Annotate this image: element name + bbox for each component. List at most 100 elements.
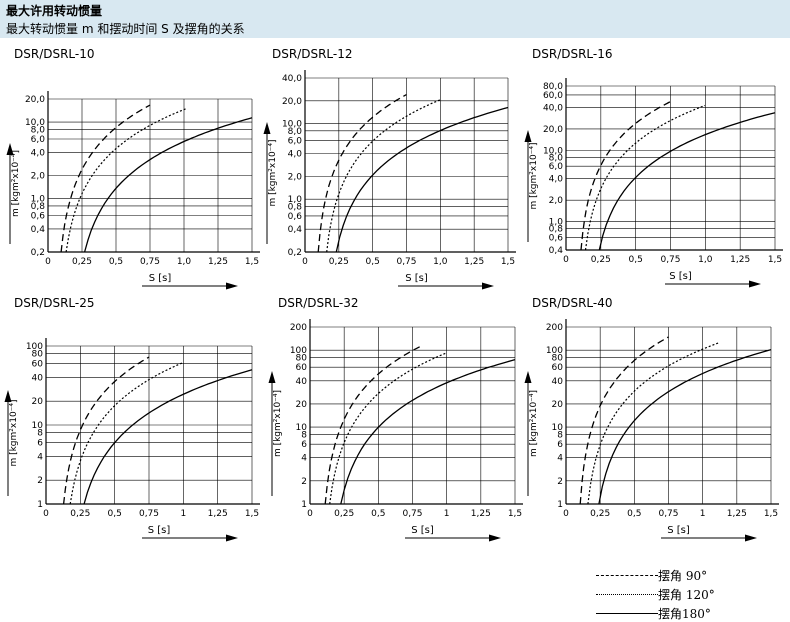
x-tick-label: 1,0 (698, 255, 713, 265)
chart-0: DSR/DSRL-10 0 0,25 0,5 0,75 1,0 1,25 1,5 0,2 0,4 0… (6, 47, 260, 290)
y-tick-label: 10,0 (282, 120, 302, 130)
y-tick-label: 0,2 (31, 248, 45, 258)
y-tick-label: 60 (296, 363, 308, 373)
x-tick-label: 1,5 (508, 509, 522, 519)
y-tick-label: 0,8 (31, 202, 46, 212)
x-tick-label: 0,5 (627, 509, 641, 519)
x-tick-label: 0,25 (329, 257, 349, 267)
y-tick-label: 40 (296, 377, 308, 387)
x-tick-label: 0,75 (140, 257, 160, 267)
x-tick-label: 0 (563, 509, 569, 519)
series-line-dashed (579, 336, 669, 505)
legend-label: 摆角 90° (658, 569, 708, 583)
y-tick-label: 10 (32, 421, 44, 431)
y-tick-label: 2,0 (549, 196, 564, 206)
x-tick-label: 0,75 (396, 257, 416, 267)
y-tick-label: 100 (26, 342, 43, 352)
legend-label: 摆角 120° (658, 588, 715, 602)
x-tick-label: 1,25 (208, 509, 228, 519)
series-line-solid (340, 358, 516, 505)
y-tick-label: 80 (32, 350, 44, 360)
y-tick-label: 2,0 (288, 172, 303, 182)
y-tick-label: 8 (37, 429, 43, 439)
y-tick-label: 0,4 (549, 246, 564, 256)
x-tick-label: 1,25 (471, 509, 491, 519)
x-tick-label: 1 (700, 509, 706, 519)
y-tick-label: 0,8 (549, 225, 564, 235)
y-tick-label: 10,0 (543, 146, 563, 156)
legend-swatch-dashed (596, 575, 658, 576)
y-tick-label: 0,4 (31, 225, 46, 235)
series-line-dashed (317, 94, 407, 253)
x-axis-label: S [s] (669, 271, 692, 282)
x-tick-label: 1,25 (208, 257, 228, 267)
x-tick-label: 0 (563, 255, 569, 265)
y-tick-label: 1 (557, 500, 563, 510)
x-tick-label: 0,75 (660, 255, 680, 265)
y-tick-label: 8 (557, 431, 563, 441)
x-tick-label: 0,75 (658, 509, 678, 519)
series-line-solid (83, 117, 253, 253)
x-tick-label: 1 (180, 509, 186, 519)
y-tick-label: 6 (557, 440, 563, 450)
series-line-dashed (62, 356, 150, 505)
y-tick-label: 20,0 (25, 95, 45, 105)
y-tick-label: 6,0 (288, 136, 303, 146)
series-line-dotted (65, 107, 187, 253)
x-tick-label: 0,5 (108, 509, 122, 519)
y-axis-arrow-head (268, 371, 276, 383)
x-tick-label: 0,25 (334, 509, 354, 519)
y-tick-label: 4,0 (288, 150, 303, 160)
x-axis-label: S [s] (405, 273, 428, 284)
y-tick-label: 1,0 (288, 195, 303, 205)
x-axis-arrow-head (489, 534, 501, 542)
y-axis-arrow-head (524, 130, 532, 142)
y-tick-label: 1,0 (549, 218, 564, 228)
legend-item-120: 摆角 120° (596, 586, 786, 602)
x-tick-label: 1 (444, 509, 450, 519)
chart-title: DSR/DSRL-32 (278, 296, 359, 310)
y-tick-label: 8 (301, 431, 307, 441)
y-tick-label: 20,0 (543, 125, 563, 135)
x-tick-label: 0 (307, 509, 313, 519)
chart-title: DSR/DSRL-10 (14, 47, 95, 61)
y-tick-label: 20 (552, 400, 564, 410)
y-axis-label: m [kgm²x10⁻⁴] (268, 139, 278, 206)
y-tick-label: 100 (290, 346, 307, 356)
y-tick-label: 80 (552, 354, 564, 364)
y-tick-label: 1 (37, 500, 43, 510)
y-axis-label: m [kgm²x10⁻⁴] (11, 150, 21, 217)
y-tick-label: 4,0 (549, 175, 564, 185)
x-tick-label: 1,5 (764, 509, 778, 519)
y-tick-label: 4,0 (31, 148, 46, 158)
x-tick-label: 1,0 (177, 257, 192, 267)
y-tick-label: 0,2 (288, 248, 302, 258)
x-tick-label: 0,5 (366, 257, 380, 267)
y-tick-label: 0,8 (288, 202, 303, 212)
y-tick-label: 10 (552, 423, 564, 433)
y-tick-label: 6,0 (549, 162, 564, 172)
x-tick-label: 0,25 (70, 509, 90, 519)
y-tick-label: 10 (296, 423, 308, 433)
series-line-solid (83, 369, 253, 505)
series-line-dashed (324, 345, 423, 505)
legend-swatch-solid (596, 613, 658, 614)
x-tick-label: 0 (43, 509, 49, 519)
y-tick-label: 6 (37, 439, 43, 449)
y-axis-arrow-head (524, 371, 532, 383)
y-tick-label: 6,0 (31, 135, 46, 145)
y-tick-label: 20 (32, 397, 44, 407)
y-tick-label: 0,4 (288, 225, 303, 235)
y-tick-label: 8,0 (31, 125, 46, 135)
series-line-dashed (60, 104, 151, 253)
chart-2: DSR/DSRL-16 0 0,25 0,5 0,75 1,0 1,25 1,5 0,4 0,60… (524, 47, 783, 288)
x-axis-arrow-head (226, 534, 238, 542)
legend-item-90: 摆角 90° (596, 567, 786, 583)
x-tick-label: 0 (302, 257, 308, 267)
y-tick-label: 20,0 (282, 97, 302, 107)
x-tick-label: 0 (45, 257, 51, 267)
x-tick-label: 0,25 (72, 257, 92, 267)
page-subtitle: 最大转动惯量 m 和摆动时间 S 及摆角的关系 (6, 22, 245, 36)
x-tick-label: 0,25 (590, 509, 610, 519)
